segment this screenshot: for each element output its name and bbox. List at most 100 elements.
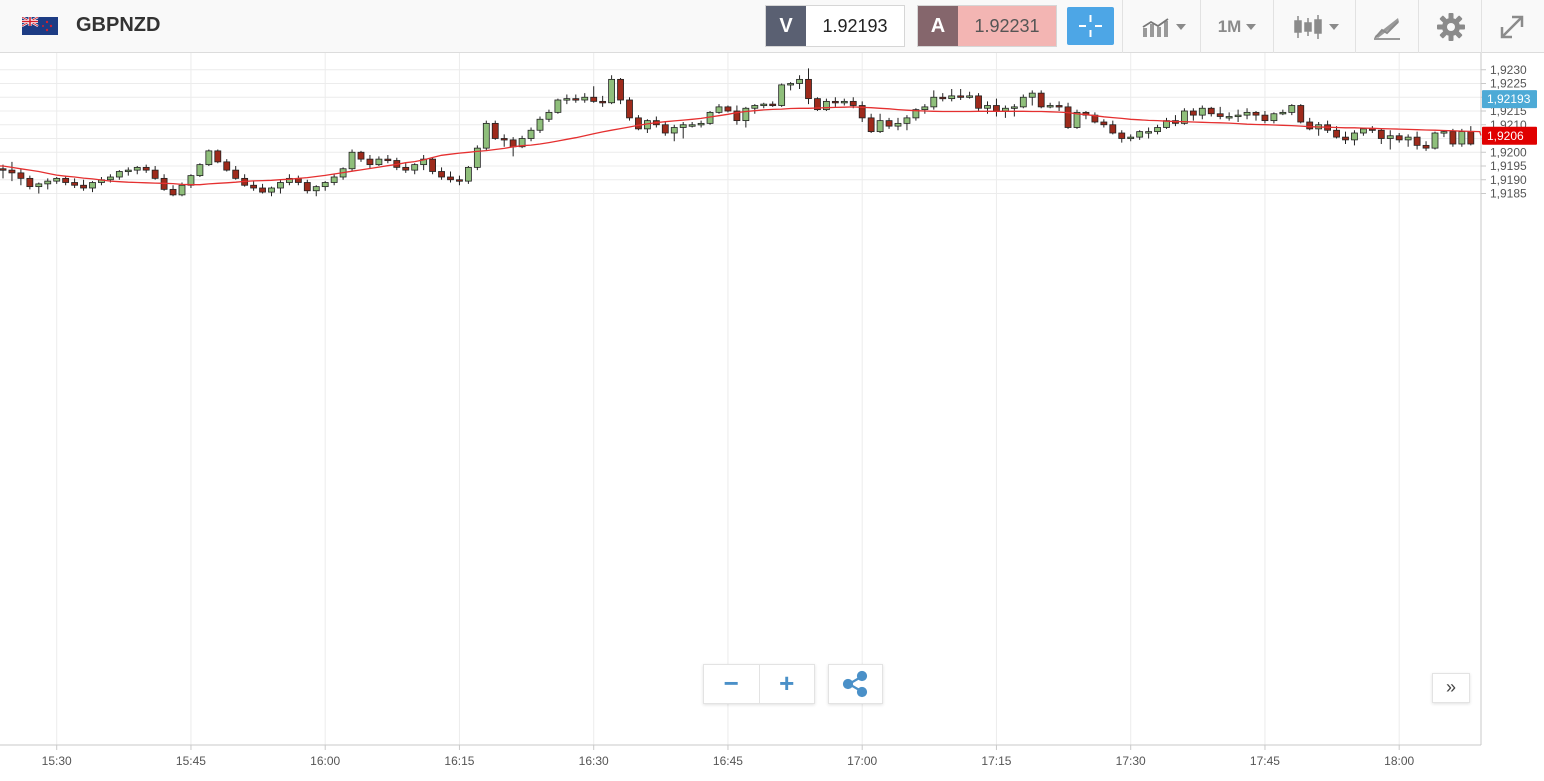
scroll-right-button[interactable]: » bbox=[1432, 673, 1470, 703]
candle-body bbox=[187, 175, 195, 186]
symbol-selector[interactable]: GBPNZD bbox=[22, 14, 160, 37]
candle bbox=[429, 157, 437, 175]
candle bbox=[572, 94, 580, 103]
candle-body bbox=[1010, 106, 1018, 109]
candle-body bbox=[572, 98, 580, 101]
candle bbox=[124, 167, 132, 176]
x-tick-label: 16:00 bbox=[310, 754, 340, 768]
candle-body bbox=[402, 166, 410, 171]
candle-body bbox=[1127, 136, 1135, 140]
plot-area bbox=[0, 53, 1481, 745]
candle-body bbox=[17, 172, 25, 179]
y-tick-label: 1,9195 bbox=[1490, 159, 1527, 173]
candle-body bbox=[1028, 92, 1036, 98]
candle bbox=[787, 82, 794, 91]
candle bbox=[1413, 131, 1421, 150]
candle bbox=[1270, 112, 1278, 124]
candle-body bbox=[635, 117, 642, 130]
candle-body bbox=[196, 164, 204, 177]
timeframe-label: 1M bbox=[1217, 16, 1242, 36]
candle bbox=[894, 117, 902, 131]
candle-body bbox=[1288, 105, 1296, 113]
candle bbox=[420, 155, 428, 171]
candle-body bbox=[115, 171, 123, 178]
candle bbox=[554, 98, 562, 114]
candle-body bbox=[590, 96, 598, 102]
candle bbox=[635, 115, 642, 131]
candle-body bbox=[312, 186, 320, 192]
y-tick-label: 1,9230 bbox=[1490, 63, 1527, 77]
candle bbox=[89, 181, 96, 193]
candle bbox=[196, 163, 204, 177]
candle-body bbox=[1064, 106, 1072, 128]
candle bbox=[1046, 102, 1054, 109]
candle-body bbox=[697, 122, 705, 126]
candle bbox=[536, 116, 544, 133]
candle bbox=[751, 104, 759, 114]
candle bbox=[1019, 94, 1027, 109]
candle-body bbox=[53, 177, 61, 182]
candle-body bbox=[429, 158, 437, 172]
candle bbox=[1297, 104, 1305, 124]
x-tick-label: 16:15 bbox=[444, 754, 474, 768]
candle bbox=[1377, 128, 1385, 144]
candle-body bbox=[1368, 128, 1376, 131]
candle bbox=[1404, 134, 1412, 147]
fullscreen-button[interactable] bbox=[1488, 0, 1536, 53]
candlestick-chart[interactable]: 1,92301,92251,92201,92151,92101,92051,92… bbox=[0, 53, 1544, 781]
candle-body bbox=[733, 110, 741, 122]
candle-body bbox=[581, 96, 589, 101]
timeframe-button[interactable]: 1M bbox=[1206, 0, 1268, 53]
candle bbox=[151, 166, 159, 180]
chart-type-button[interactable] bbox=[1130, 0, 1196, 53]
candle-body bbox=[545, 111, 553, 120]
candle-style-button[interactable] bbox=[1282, 0, 1348, 53]
candle-body bbox=[321, 182, 329, 188]
candle bbox=[133, 166, 141, 175]
candle bbox=[44, 178, 52, 190]
candle-body bbox=[1055, 105, 1063, 108]
candle-body bbox=[814, 98, 821, 111]
candle-body bbox=[250, 184, 258, 189]
x-tick-label: 18:00 bbox=[1384, 754, 1414, 768]
candle-body bbox=[778, 84, 786, 106]
candle-body bbox=[107, 176, 114, 181]
zoom-out-button[interactable]: − bbox=[723, 668, 739, 698]
ask-price-box[interactable]: A 1.92231 bbox=[917, 5, 1057, 47]
zoom-in-button[interactable]: + bbox=[779, 668, 795, 698]
candle bbox=[1145, 127, 1152, 139]
candle bbox=[617, 78, 624, 105]
candle-body bbox=[1145, 131, 1152, 134]
candle-body bbox=[823, 100, 830, 111]
candle bbox=[661, 122, 669, 136]
candle-body bbox=[1252, 111, 1260, 116]
expand-icon bbox=[1500, 15, 1524, 38]
x-tick-label: 17:45 bbox=[1250, 754, 1280, 768]
candle-body bbox=[1458, 131, 1466, 145]
candle bbox=[1216, 106, 1224, 120]
candle-body bbox=[1440, 131, 1448, 134]
crosshair-button[interactable] bbox=[1067, 7, 1114, 45]
candle bbox=[975, 93, 982, 111]
candle bbox=[626, 97, 633, 121]
bid-price-box[interactable]: V 1.92193 bbox=[765, 5, 905, 47]
candle bbox=[1010, 104, 1018, 117]
candle-body bbox=[1037, 92, 1045, 108]
candle bbox=[688, 122, 696, 128]
candle-body bbox=[1261, 114, 1269, 122]
candle-body bbox=[760, 103, 768, 107]
share-button[interactable] bbox=[828, 664, 883, 704]
candle-body bbox=[1189, 110, 1197, 116]
candle bbox=[1386, 130, 1394, 150]
candle-body bbox=[831, 100, 839, 104]
candle bbox=[169, 185, 177, 197]
candle-body bbox=[724, 106, 732, 112]
candle bbox=[563, 94, 571, 105]
candle-body bbox=[8, 169, 16, 174]
settings-button[interactable] bbox=[1426, 0, 1476, 53]
drawing-tools-button[interactable] bbox=[1362, 0, 1412, 53]
candle bbox=[1118, 130, 1126, 143]
candle-body bbox=[438, 171, 445, 178]
candle-body bbox=[1154, 127, 1161, 133]
candle-body bbox=[1449, 131, 1457, 145]
